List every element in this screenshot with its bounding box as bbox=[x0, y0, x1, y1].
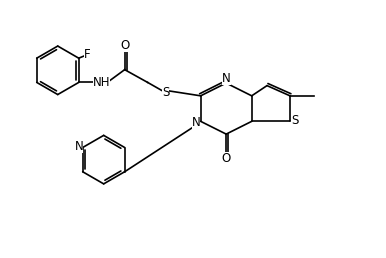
Text: S: S bbox=[162, 86, 169, 99]
Text: F: F bbox=[85, 48, 91, 61]
Text: S: S bbox=[291, 114, 299, 127]
Text: O: O bbox=[120, 39, 129, 52]
Text: O: O bbox=[222, 152, 231, 165]
Text: NH: NH bbox=[93, 76, 110, 89]
Text: N: N bbox=[222, 72, 230, 85]
Text: N: N bbox=[192, 116, 200, 129]
Text: N: N bbox=[74, 140, 83, 153]
